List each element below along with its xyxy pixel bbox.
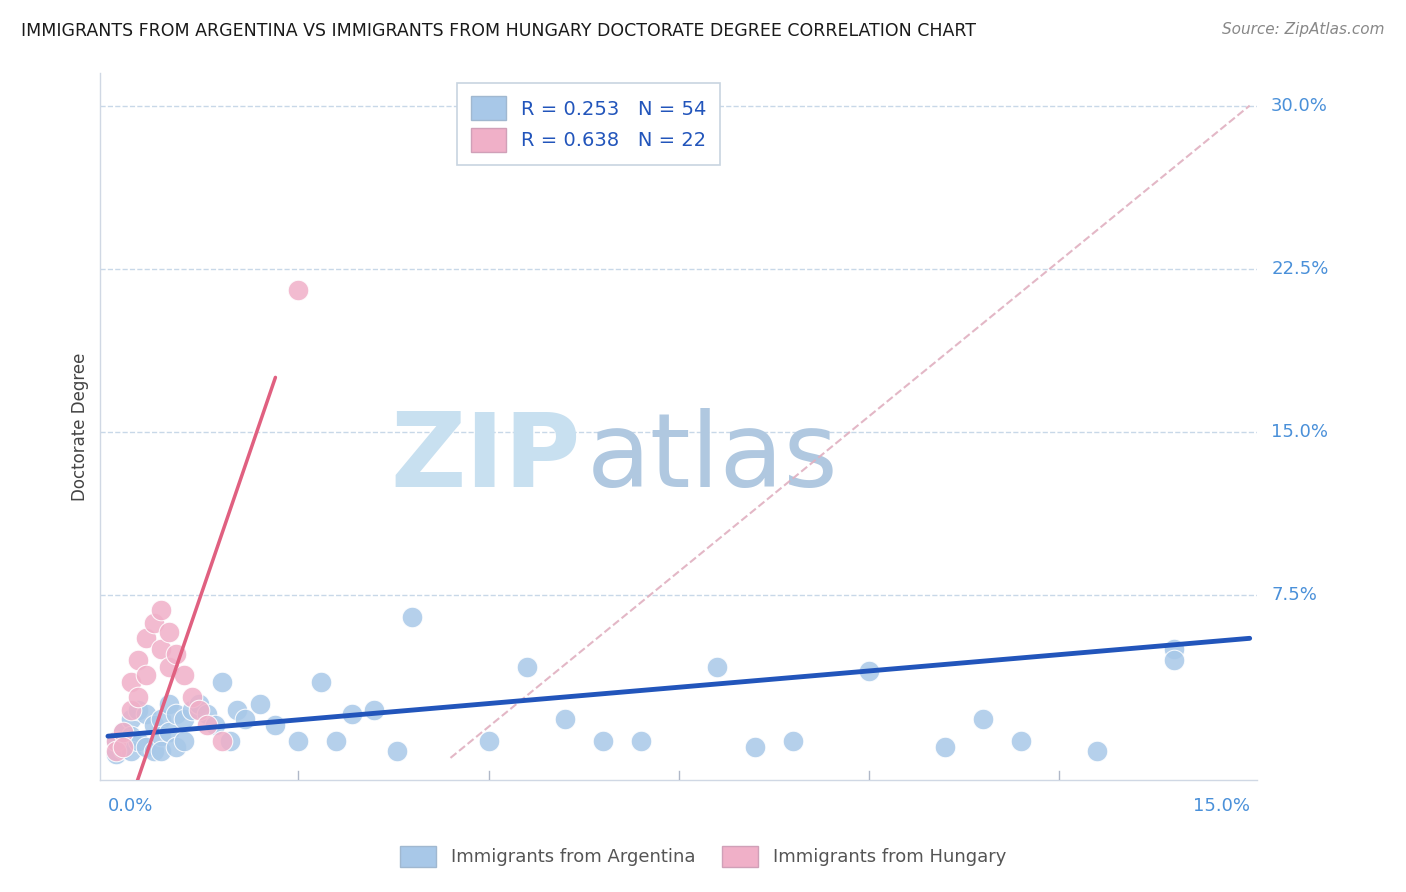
Text: 30.0%: 30.0%: [1271, 96, 1329, 114]
Point: [477, 733, 499, 747]
Point: [195, 718, 218, 732]
Point: [142, 718, 165, 732]
Point: [1163, 642, 1185, 657]
Point: [150, 744, 173, 758]
Point: [233, 712, 256, 726]
Text: atlas: atlas: [586, 408, 838, 508]
Point: [204, 718, 226, 732]
Point: [211, 674, 233, 689]
Point: [120, 712, 142, 726]
Point: [1163, 653, 1185, 667]
Point: [166, 707, 188, 722]
Point: [142, 744, 165, 758]
Point: [287, 733, 309, 747]
Point: [1087, 744, 1109, 758]
Point: [166, 739, 188, 754]
Point: [120, 744, 142, 758]
Point: [150, 603, 173, 617]
Point: [120, 674, 142, 689]
Point: [195, 707, 218, 722]
Point: [401, 609, 423, 624]
Point: [120, 729, 142, 743]
Point: [972, 712, 994, 726]
Point: [554, 712, 576, 726]
Point: [188, 703, 211, 717]
Point: [150, 712, 173, 726]
Point: [135, 739, 157, 754]
Point: [150, 642, 173, 657]
Point: [166, 647, 188, 661]
Text: 15.0%: 15.0%: [1271, 423, 1329, 441]
Point: [127, 653, 149, 667]
Point: [120, 703, 142, 717]
Point: [325, 733, 347, 747]
Point: [264, 718, 287, 732]
Point: [934, 739, 956, 754]
Point: [782, 733, 804, 747]
Text: 15.0%: 15.0%: [1192, 797, 1250, 815]
Point: [112, 724, 135, 739]
Point: [135, 707, 157, 722]
Point: [112, 739, 135, 754]
Point: [180, 690, 202, 704]
Legend: Immigrants from Argentina, Immigrants from Hungary: Immigrants from Argentina, Immigrants fr…: [392, 838, 1014, 874]
Point: [150, 729, 173, 743]
Point: [135, 668, 157, 682]
Point: [706, 659, 728, 673]
Point: [188, 697, 211, 711]
Legend: R = 0.253   N = 54, R = 0.638   N = 22: R = 0.253 N = 54, R = 0.638 N = 22: [457, 83, 720, 165]
Point: [104, 744, 127, 758]
Point: [218, 733, 240, 747]
Point: [309, 674, 332, 689]
Point: [516, 659, 538, 673]
Y-axis label: Doctorate Degree: Doctorate Degree: [72, 352, 89, 500]
Point: [157, 659, 180, 673]
Point: [104, 733, 127, 747]
Point: [385, 744, 408, 758]
Text: ZIP: ZIP: [389, 408, 581, 508]
Point: [157, 724, 180, 739]
Point: [112, 742, 135, 756]
Point: [127, 733, 149, 747]
Point: [363, 703, 385, 717]
Point: [180, 703, 202, 717]
Point: [157, 697, 180, 711]
Point: [127, 690, 149, 704]
Point: [226, 703, 249, 717]
Point: [142, 616, 165, 631]
Text: 0.0%: 0.0%: [108, 797, 153, 815]
Text: IMMIGRANTS FROM ARGENTINA VS IMMIGRANTS FROM HUNGARY DOCTORATE DEGREE CORRELATIO: IMMIGRANTS FROM ARGENTINA VS IMMIGRANTS …: [21, 22, 976, 40]
Text: 7.5%: 7.5%: [1271, 586, 1317, 604]
Text: 22.5%: 22.5%: [1271, 260, 1329, 277]
Point: [211, 733, 233, 747]
Point: [340, 707, 363, 722]
Point: [112, 724, 135, 739]
Point: [858, 664, 880, 678]
Point: [127, 703, 149, 717]
Point: [592, 733, 614, 747]
Point: [104, 733, 127, 747]
Point: [287, 284, 309, 298]
Point: [135, 632, 157, 646]
Point: [744, 739, 766, 754]
Point: [1010, 733, 1032, 747]
Point: [173, 668, 195, 682]
Point: [630, 733, 652, 747]
Point: [173, 733, 195, 747]
Point: [104, 747, 127, 761]
Text: Source: ZipAtlas.com: Source: ZipAtlas.com: [1222, 22, 1385, 37]
Point: [157, 624, 180, 639]
Point: [249, 697, 271, 711]
Point: [173, 712, 195, 726]
